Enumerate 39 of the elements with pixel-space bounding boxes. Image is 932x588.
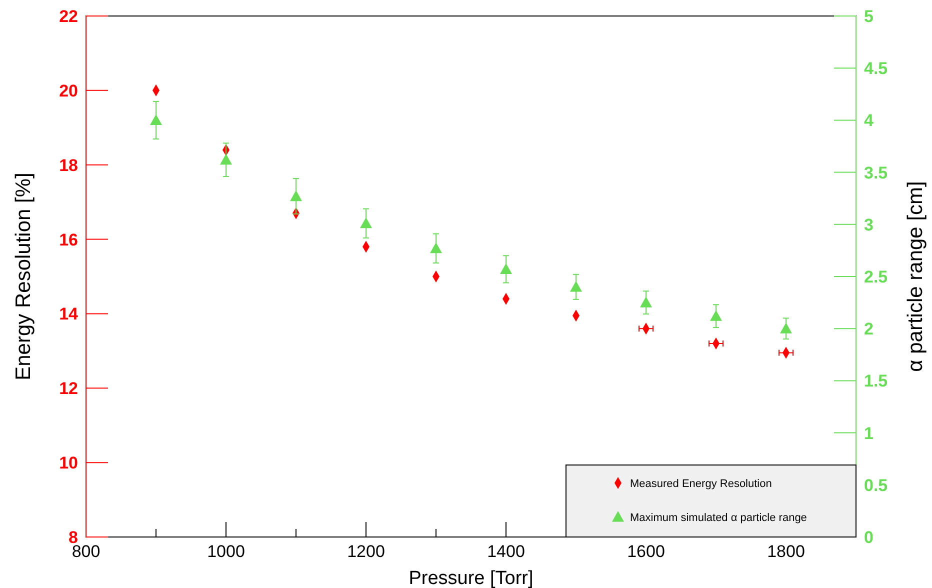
y2-axis-title: α particle range [cm] (904, 181, 927, 372)
y2-tick-label: 4.5 (864, 59, 888, 78)
y2-tick-label: 1 (864, 424, 874, 443)
x-axis-title: Pressure [Torr] (408, 568, 534, 588)
y-tick-label: 14 (59, 304, 79, 324)
y2-tick-label: 3 (864, 215, 874, 234)
x-tick-label: 1000 (207, 542, 245, 561)
point (780, 322, 792, 334)
y2-tick-label: 3.5 (864, 163, 888, 182)
legend-label: Measured Energy Resolution (630, 478, 772, 490)
legend-label: Maximum simulated α particle range (630, 512, 807, 524)
y2-tick-label: 1.5 (864, 372, 888, 391)
y2-tick-label: 0 (864, 528, 874, 547)
y-tick-label: 16 (59, 230, 78, 250)
x-tick-label: 1400 (487, 542, 525, 561)
point (500, 263, 512, 274)
y2-tick-label: 2.5 (864, 268, 888, 286)
y-tick-label: 12 (59, 379, 78, 398)
y2-tick-label: 5 (864, 7, 874, 26)
y-tick-label: 20 (59, 81, 78, 100)
y-tick-label: 10 (59, 454, 78, 473)
point (150, 114, 162, 125)
point (360, 217, 372, 228)
point (430, 242, 442, 254)
point (290, 190, 302, 202)
x-tick-label: 1200 (347, 542, 385, 561)
point (640, 296, 652, 308)
point (710, 310, 722, 321)
x-tick-label: 800 (72, 542, 100, 561)
y-axis-title: Energy Resolution [%] (12, 172, 35, 380)
point (220, 154, 232, 165)
y2-tick-label: 2 (864, 320, 874, 339)
y2-tick-label: 4 (864, 111, 874, 130)
y-tick-label: 18 (59, 156, 78, 175)
y-tick-label: 22 (59, 7, 78, 26)
x-tick-label: 1800 (767, 542, 805, 561)
point (570, 280, 582, 292)
y2-tick-label: 0.5 (864, 476, 888, 495)
x-tick-label: 1600 (627, 542, 665, 561)
